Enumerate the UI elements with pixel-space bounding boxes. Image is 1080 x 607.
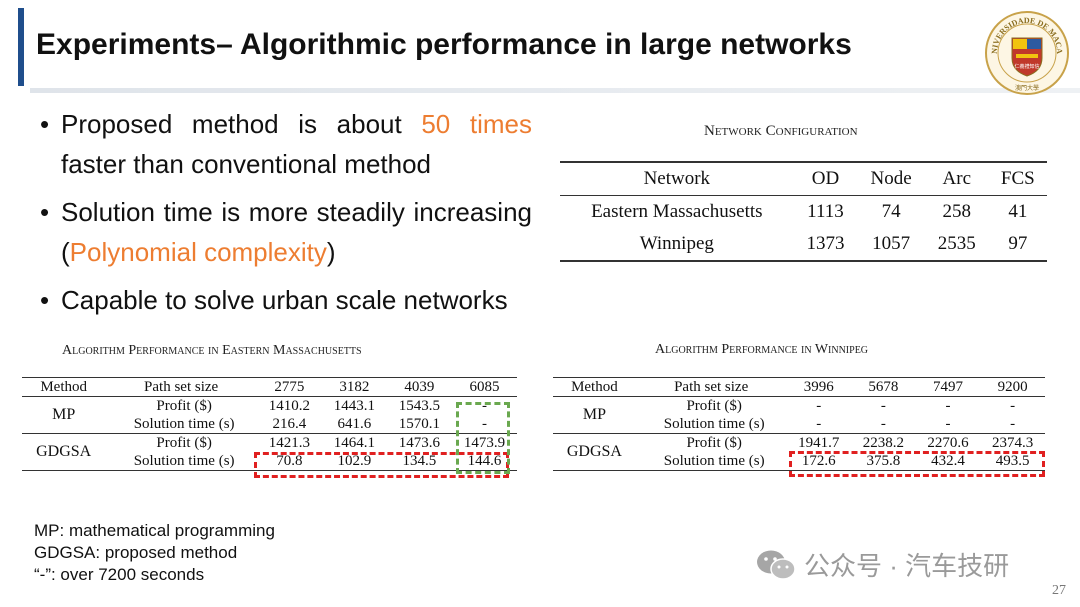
column-header: Network [643, 168, 711, 189]
university-seal-logo: UNIVERSIDADE DE MACAU 澳門大學 仁義禮知信 [984, 10, 1069, 95]
column-header: 5678 [868, 379, 899, 395]
table-row: GDGSA Profit ($) 1941.7 2238.2 2270.6 23… [553, 434, 1045, 460]
column-header: Path set size [674, 379, 749, 395]
perf-em-table: Method Path set size 2775 3182 4039 6085… [22, 377, 517, 471]
perf-wp-caption: Algorithm Performance in Winnipeg [655, 342, 869, 357]
column-header: 7497 [933, 379, 964, 395]
page-number: 27 [1052, 583, 1066, 598]
method-cell: GDGSA [566, 443, 622, 460]
slide-title: Experiments– Algorithmic performance in … [36, 28, 852, 61]
seal-motto: 仁義禮知信 [1014, 63, 1039, 70]
column-header: 2775 [274, 379, 305, 395]
watermark-text: 公众号 · 汽车技研 [804, 551, 1010, 581]
table-row: MP Profit ($) 1410.2 1443.1 1543.5 - [22, 397, 517, 423]
method-cell: GDGSA [36, 443, 92, 460]
column-header: 6085 [469, 379, 500, 395]
table-row: MP Profit ($) - - - - [553, 397, 1045, 423]
table-row: Eastern Massachusetts 1113 74 258 41 [591, 201, 1028, 222]
bullet-highlight: Polynomial complexity [69, 237, 327, 267]
column-header: Path set size [144, 379, 219, 395]
table-header-row: Method Path set size 2775 3182 4039 6085 [22, 377, 517, 397]
title-divider [30, 88, 1080, 93]
column-header: 3182 [339, 379, 370, 395]
wechat-icon [757, 550, 796, 580]
perf-wp-table: Method Path set size 3996 5678 7497 9200… [553, 377, 1045, 471]
seal-bottom-text: 澳門大學 [1015, 84, 1039, 92]
column-header: FCS [1000, 168, 1035, 189]
wp-gdgsa-time-highlight-box [789, 451, 1045, 477]
column-header: Arc [942, 168, 972, 189]
column-header: Method [571, 379, 618, 395]
method-cell: MP [52, 406, 76, 423]
bullet-list: Proposed method is about 50 times faster… [40, 104, 532, 328]
table-row: Winnipeg 1373 1057 2535 97 [560, 228, 1047, 261]
column-header: Node [870, 168, 912, 189]
perf-em-caption: Algorithm Performance in Eastern Massach… [62, 343, 362, 358]
table-header-row: Network OD Node Arc FCS [560, 162, 1047, 196]
network-config-table: Network OD Node Arc FCS Eastern Massachu… [560, 161, 1047, 262]
table-row: Solution time (s) 70.8 102.9 134.5 144.6 [22, 452, 517, 471]
table-row: GDGSA Profit ($) 1421.3 1464.1 1473.6 14… [22, 434, 517, 460]
em-6085-column-highlight-box [456, 402, 510, 474]
column-header: Method [40, 379, 87, 395]
column-header: 9200 [997, 379, 1028, 395]
method-cell: MP [582, 406, 606, 423]
footnotes: MP: mathematical programming GDGSA: prop… [34, 520, 275, 586]
footnote: MP: mathematical programming [34, 521, 275, 540]
footnote: GDGSA: proposed method [34, 543, 238, 562]
bullet-highlight: 50 times [421, 109, 532, 139]
table-row: Solution time (s) - - - - [553, 415, 1045, 434]
bullet-item: Solution time is more steadily increasin… [40, 192, 532, 272]
network-config-caption: Network Configuration [704, 123, 858, 139]
column-header: 4039 [404, 379, 435, 395]
watermark: 公众号 · 汽车技研 [756, 546, 1009, 583]
bullet-item: Proposed method is about 50 times faster… [40, 104, 532, 184]
column-header: 3996 [803, 379, 834, 395]
title-accent-bar [18, 8, 24, 86]
table-header-row: Method Path set size 3996 5678 7497 9200 [553, 377, 1045, 397]
bullet-item: Capable to solve urban scale networks [40, 280, 532, 320]
column-header: OD [811, 168, 840, 189]
table-row: Solution time (s) 172.6 375.8 432.4 493.… [553, 452, 1045, 471]
footnote: “-”: over 7200 seconds [34, 565, 205, 584]
table-row: Solution time (s) 216.4 641.6 1570.1 - [22, 415, 517, 434]
